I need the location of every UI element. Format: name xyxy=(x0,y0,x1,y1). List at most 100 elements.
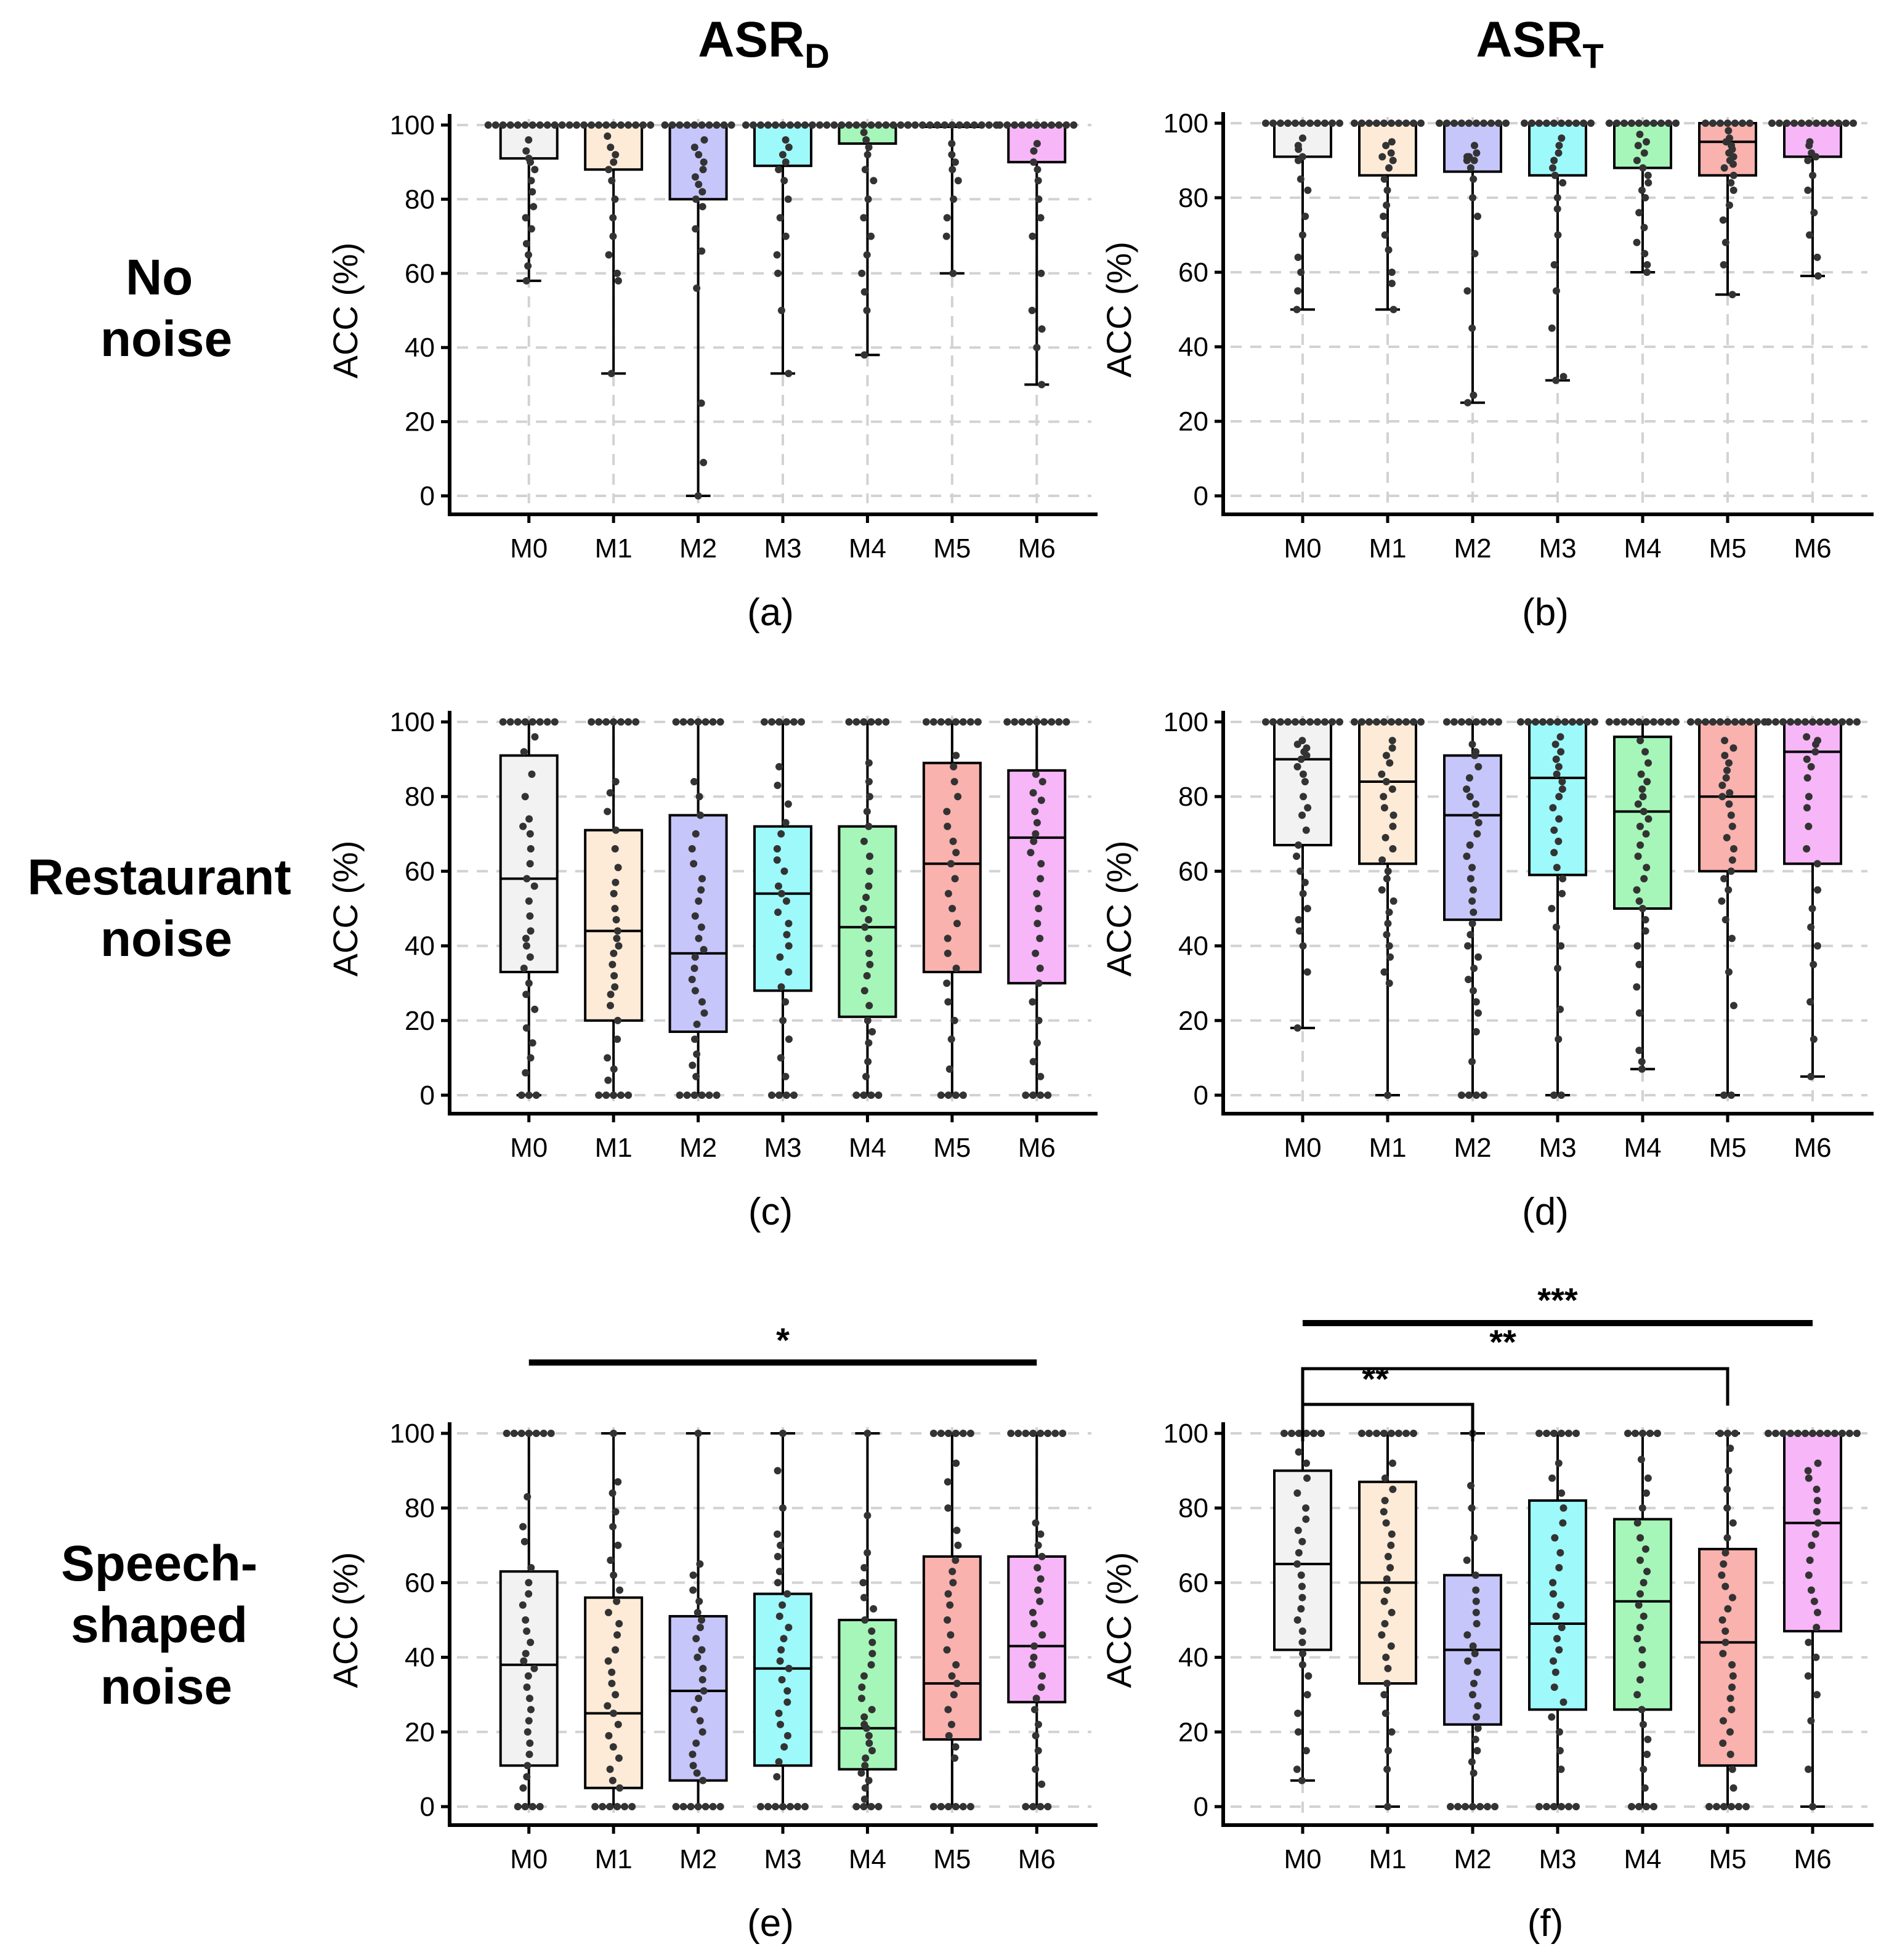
data-point xyxy=(1628,718,1635,726)
data-point xyxy=(1638,1058,1646,1066)
data-point xyxy=(527,1706,535,1714)
data-point xyxy=(1558,1091,1565,1099)
data-point xyxy=(625,718,633,726)
data-point xyxy=(1410,718,1417,726)
data-point xyxy=(613,1597,621,1605)
data-point xyxy=(522,942,530,950)
data-point xyxy=(1559,1504,1567,1512)
data-point xyxy=(783,1687,791,1695)
data-point xyxy=(1555,793,1563,801)
data-point xyxy=(1381,231,1389,239)
data-point xyxy=(699,166,707,174)
data-point xyxy=(1303,1430,1310,1437)
data-point xyxy=(1468,897,1476,905)
data-point xyxy=(1385,909,1393,917)
data-point xyxy=(1812,153,1820,161)
data-point xyxy=(1299,119,1306,127)
data-point xyxy=(612,1691,620,1699)
box-m2 xyxy=(668,124,728,201)
data-point xyxy=(1768,119,1776,127)
data-point xyxy=(1555,1646,1563,1654)
data-point xyxy=(1480,718,1487,726)
data-point xyxy=(1725,968,1733,976)
data-point xyxy=(694,1430,702,1437)
data-point xyxy=(1644,1735,1652,1743)
data-point xyxy=(1383,1765,1391,1773)
data-point xyxy=(1724,1605,1732,1613)
data-point xyxy=(1395,1430,1402,1437)
data-point xyxy=(1549,804,1557,812)
data-point xyxy=(1721,751,1729,759)
data-point xyxy=(1814,886,1822,894)
data-point xyxy=(1303,1691,1311,1699)
data-point xyxy=(1471,811,1479,819)
data-point xyxy=(1628,119,1635,127)
data-point xyxy=(1284,718,1292,726)
data-point xyxy=(1469,987,1477,995)
data-point xyxy=(1556,1005,1564,1013)
data-point xyxy=(944,1091,952,1099)
data-point xyxy=(1293,1616,1301,1624)
data-point xyxy=(1727,811,1735,819)
data-point xyxy=(1470,156,1478,164)
data-point xyxy=(1022,1430,1030,1437)
x-tick-label-m1: M1 xyxy=(1369,533,1406,564)
data-point xyxy=(867,1803,875,1810)
data-point xyxy=(1810,960,1818,968)
data-point xyxy=(1037,1575,1045,1583)
data-point xyxy=(543,718,551,726)
data-point xyxy=(1719,1717,1727,1725)
data-point xyxy=(1643,718,1650,726)
data-point xyxy=(1606,718,1613,726)
data-point xyxy=(1650,1803,1657,1810)
data-point xyxy=(551,121,559,129)
data-point xyxy=(1382,777,1390,785)
data-point xyxy=(774,909,782,917)
data-point xyxy=(774,882,782,890)
data-point xyxy=(727,121,735,129)
data-point xyxy=(1293,1765,1301,1773)
column-title-asr-d: ASRD xyxy=(698,12,830,75)
data-point xyxy=(611,195,619,203)
data-point xyxy=(1650,718,1657,726)
x-tick-label-m3: M3 xyxy=(1539,533,1576,564)
data-point xyxy=(1535,1803,1543,1810)
data-point xyxy=(1550,261,1558,269)
data-point xyxy=(610,121,618,129)
data-point xyxy=(1721,916,1729,924)
data-point xyxy=(613,1631,621,1639)
data-point xyxy=(768,718,775,726)
data-point xyxy=(1831,1430,1838,1437)
data-point xyxy=(863,307,871,314)
data-point xyxy=(801,121,809,129)
data-point xyxy=(1729,171,1737,179)
data-point xyxy=(1555,837,1563,845)
data-point xyxy=(943,214,951,222)
y-tick-label: 80 xyxy=(1178,1493,1208,1523)
data-point xyxy=(1802,1430,1809,1437)
data-point xyxy=(785,920,793,928)
data-point xyxy=(1029,1091,1037,1099)
data-point xyxy=(1293,852,1301,861)
y-tick-label: 0 xyxy=(420,1792,435,1822)
data-point xyxy=(860,718,868,726)
data-point xyxy=(859,905,867,912)
data-point xyxy=(1810,1035,1818,1043)
significance-bracket xyxy=(1301,1367,1729,1406)
data-point xyxy=(1635,718,1643,726)
data-point xyxy=(757,121,764,129)
data-point xyxy=(1557,1765,1565,1773)
data-point xyxy=(1637,1456,1645,1464)
data-point xyxy=(693,1769,701,1777)
data-point xyxy=(689,1751,697,1759)
data-point xyxy=(1665,718,1672,726)
data-point xyxy=(694,1653,702,1661)
data-point xyxy=(1739,718,1746,726)
data-point xyxy=(698,875,706,883)
data-point xyxy=(1803,755,1811,763)
data-point xyxy=(1587,119,1595,127)
data-point xyxy=(1402,718,1410,726)
data-point xyxy=(692,195,700,203)
data-point xyxy=(1636,1590,1644,1598)
data-point xyxy=(1565,1803,1572,1810)
